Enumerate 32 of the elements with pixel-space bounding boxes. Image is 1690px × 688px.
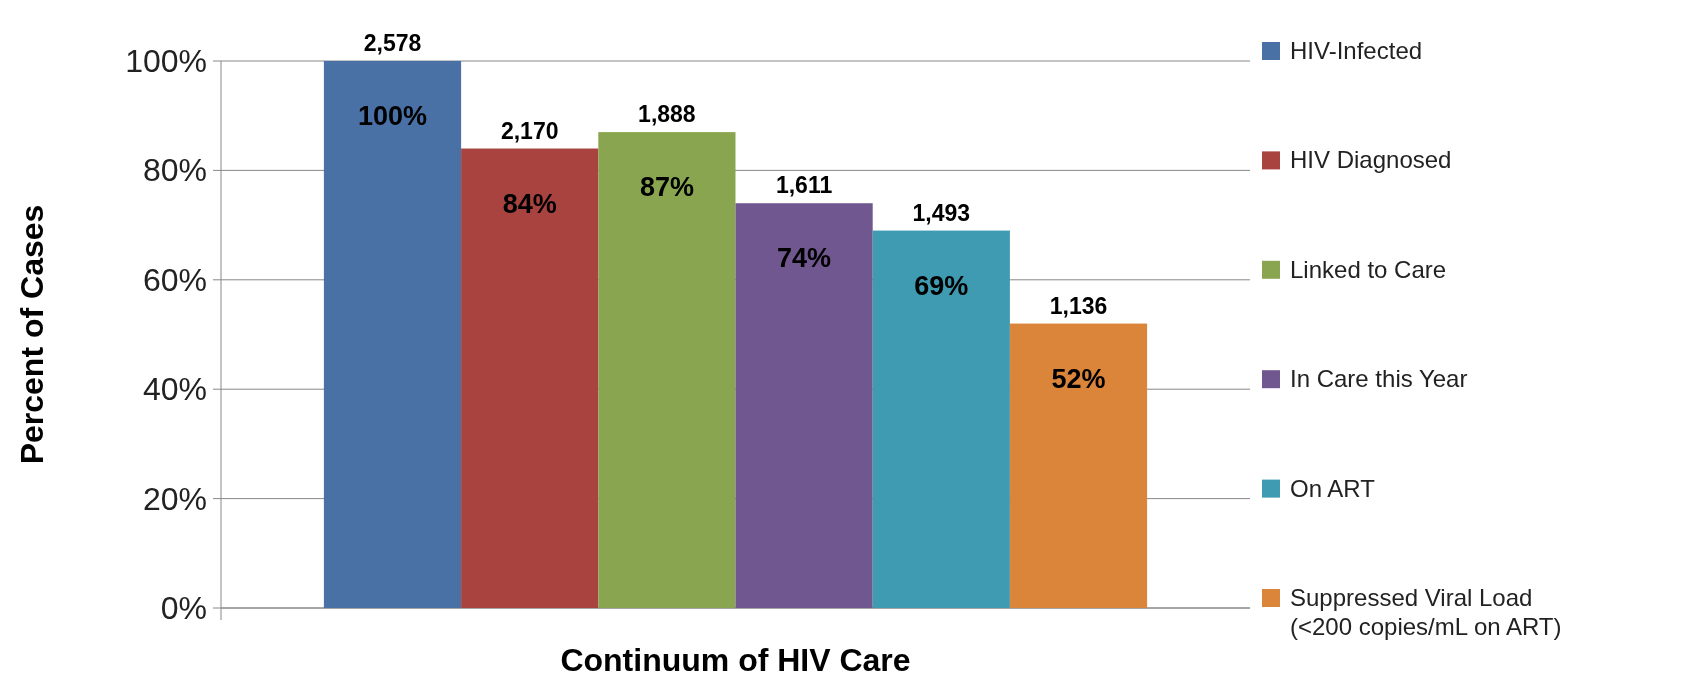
legend-label: On ART — [1290, 474, 1376, 502]
bar — [323, 61, 462, 608]
legend-label: In Care this Year — [1290, 365, 1468, 393]
legend-label: Suppressed Viral Load (<200 copies/mL on ART) — [1290, 584, 1562, 640]
x-axis-title: Continuum of HIV Care — [560, 642, 911, 678]
annotation: 1,888 — [638, 101, 696, 128]
bar — [461, 148, 599, 608]
annotation: 1,611 — [775, 172, 833, 199]
data-label: 84% — [502, 188, 557, 219]
bar — [598, 132, 736, 608]
y-tick-label: 60% — [142, 261, 207, 298]
y-tick-label: 80% — [142, 152, 207, 189]
annotation: 1,136 — [1049, 292, 1108, 319]
bar — [1009, 323, 1148, 608]
y-tick-label: 40% — [142, 371, 207, 408]
y-axis-title: Percent of Cases — [14, 204, 50, 465]
bar — [872, 230, 1010, 608]
legend-label: HIV-Infected — [1290, 37, 1423, 64]
legend-label: Linked to Care — [1290, 255, 1447, 283]
annotation: 2,170 — [500, 117, 559, 144]
data-label: 100% — [357, 101, 428, 131]
data-label: 52% — [1051, 363, 1106, 394]
y-tick-label: 0% — [160, 590, 207, 626]
y-tick-label: 100% — [125, 43, 207, 79]
data-label: 87% — [639, 172, 694, 203]
annotation: 1,493 — [912, 199, 971, 226]
data-label: 74% — [777, 243, 832, 274]
y-tick-label: 20% — [142, 480, 207, 517]
annotation: 2,578 — [363, 30, 422, 56]
legend-label: HIV Diagnosed — [1290, 146, 1452, 174]
data-label: 69% — [914, 270, 969, 301]
bar — [735, 203, 873, 608]
